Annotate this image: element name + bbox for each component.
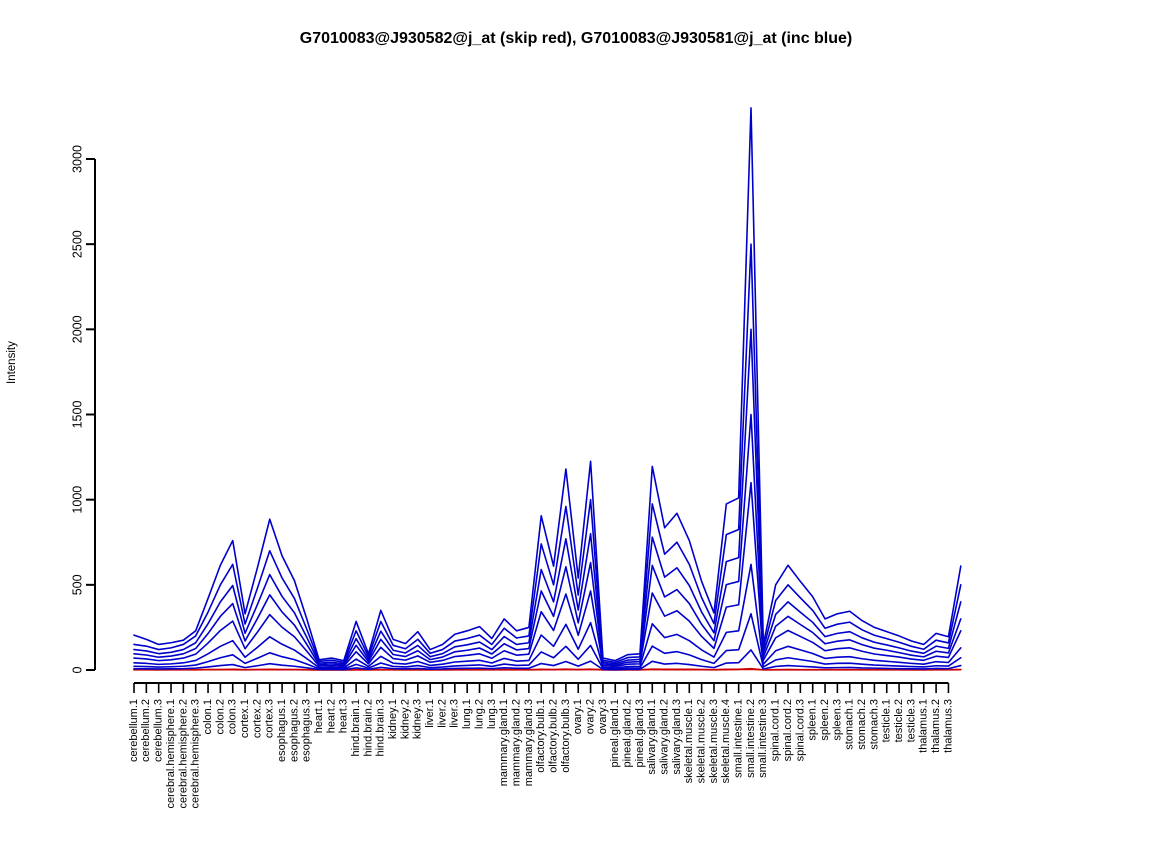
x-tick-label: salivary.gland.3: [671, 699, 683, 775]
x-tick-label: pineal.gland.2: [622, 699, 634, 768]
chart-series-line: [133, 481, 962, 668]
y-tick-label: 3000: [70, 145, 84, 173]
x-tick-label: cerebral.hemisphere.3: [190, 699, 202, 808]
chart-series-line: [133, 668, 962, 671]
x-tick-label: kidney.3: [412, 699, 424, 739]
x-tick-label: testicle.1: [881, 699, 893, 742]
x-tick-label: pineal.gland.3: [634, 699, 646, 768]
x-tick-label: cortex.2: [251, 699, 263, 738]
x-tick-label: skeletal.muscle.3: [708, 699, 720, 783]
x-tick-label: hind.brain.3: [375, 699, 387, 757]
x-tick-label: cortex.1: [239, 699, 251, 738]
x-tick-label: hind.brain.1: [350, 699, 362, 757]
x-tick-label: salivary.gland.1: [646, 699, 658, 775]
y-tick-label: 1000: [70, 486, 84, 514]
x-tick-label: spinal.cord.2: [782, 699, 794, 761]
x-tick-label: colon.3: [227, 699, 239, 734]
x-tick-label: skeletal.muscle.4: [720, 699, 732, 783]
x-tick-label: spinal.cord.1: [770, 699, 782, 761]
x-tick-label: salivary.gland.2: [659, 699, 671, 775]
x-tick-label: liver.2: [436, 699, 448, 728]
x-tick-label: small.intestine.3: [757, 699, 769, 778]
x-tick-label: lung.3: [486, 699, 498, 729]
x-tick-label: cerebral.hemisphere.2: [177, 699, 189, 808]
x-tick-label: skeletal.muscle.1: [683, 699, 695, 783]
x-tick-label: cortex.3: [264, 699, 276, 738]
x-tick-label: olfactory.bulb.1: [535, 699, 547, 773]
y-tick-label: 0: [70, 666, 84, 673]
x-tick-label: cerebellum.2: [140, 699, 152, 762]
x-tick-label: small.intestine.2: [745, 699, 757, 778]
y-tick-label: 2500: [70, 230, 84, 258]
x-tick-label: testicle.3: [905, 699, 917, 742]
x-tick-label: heart.2: [325, 699, 337, 733]
x-tick-label: ovary.3: [597, 699, 609, 734]
chart-series-line: [133, 649, 962, 671]
x-tick-label: thalamus.1: [918, 699, 930, 753]
x-tick-label: lung.1: [461, 699, 473, 729]
x-tick-label: ovary.2: [584, 699, 596, 734]
x-tick-label: olfactory.bulb.3: [560, 699, 572, 773]
x-tick-label: testicle.2: [893, 699, 905, 742]
x-tick-label: olfactory.bulb.2: [547, 699, 559, 773]
x-tick-label: small.intestine.1: [733, 699, 745, 778]
x-tick-label: cerebellum.1: [128, 699, 140, 762]
x-tick-label: hind.brain.2: [362, 699, 374, 757]
x-tick-label: cerebral.hemisphere.1: [165, 699, 177, 808]
x-tick-label: stomach.3: [868, 699, 880, 750]
x-tick-label: kidney.2: [399, 699, 411, 739]
x-tick-label: mammary.gland.3: [523, 699, 535, 786]
chart-series-line: [133, 107, 962, 662]
x-tick-label: liver.1: [424, 699, 436, 728]
chart-series-line: [133, 563, 962, 669]
x-tick-label: ovary.1: [572, 699, 584, 734]
y-tick-label: 2000: [70, 315, 84, 343]
x-tick-label: colon.2: [214, 699, 226, 734]
chart-series-line: [133, 328, 962, 665]
x-tick-label: spleen.2: [819, 699, 831, 741]
x-tick-label: stomach.2: [856, 699, 868, 750]
x-tick-label: spleen.1: [807, 699, 819, 741]
x-tick-label: skeletal.muscle.2: [696, 699, 708, 783]
chart-series-line: [133, 243, 962, 664]
x-tick-label: heart.1: [313, 699, 325, 733]
chart-title: G7010083@J930582@j_at (skip red), G70100…: [299, 30, 853, 47]
x-tick-label: esophagus.2: [288, 699, 300, 762]
x-tick-label: pineal.gland.1: [609, 699, 621, 768]
chart-series-line: [133, 612, 962, 670]
x-tick-label: esophagus.1: [276, 699, 288, 762]
x-tick-label: esophagus.3: [301, 699, 313, 762]
x-tick-label: thalamus.3: [942, 699, 954, 753]
x-tick-label: spleen.3: [831, 699, 843, 741]
x-tick-label: cerebellum.3: [153, 699, 165, 762]
x-tick-label: stomach.1: [844, 699, 856, 750]
x-tick-label: spinal.cord.3: [794, 699, 806, 761]
x-tick-label: lung.2: [473, 699, 485, 729]
x-tick-label: mammary.gland.1: [498, 699, 510, 786]
y-tick-label: 1500: [70, 401, 84, 429]
x-tick-label: liver.3: [449, 699, 461, 728]
x-tick-label: thalamus.2: [930, 699, 942, 753]
y-tick-label: 500: [70, 574, 84, 595]
x-tick-label: kidney.1: [387, 699, 399, 739]
x-tick-label: colon.1: [202, 699, 214, 734]
x-tick-label: mammary.gland.2: [510, 699, 522, 786]
chart-series-line: [133, 413, 962, 667]
x-tick-label: heart.3: [338, 699, 350, 733]
